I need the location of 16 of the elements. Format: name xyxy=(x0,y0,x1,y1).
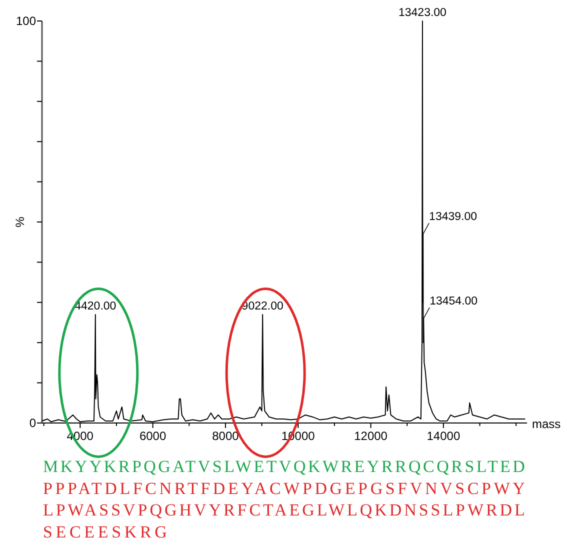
annotation: 4420.00 xyxy=(74,300,116,312)
y-tick-label: 0 xyxy=(29,416,36,430)
x-tick-label: 8000 xyxy=(212,429,240,443)
annotation: 13423.00 xyxy=(398,7,446,19)
text: MKYYKRPQGATVSLWETVQKWREYRRQCQRSLTED xyxy=(43,457,525,476)
x-tick-label: 12000 xyxy=(354,429,388,443)
annotation: 13439.00 xyxy=(429,211,478,224)
text: SECEESKRG xyxy=(43,522,167,542)
y-tick-label: 100 xyxy=(16,14,36,28)
y-axis-title: % xyxy=(13,216,27,228)
x-tick-label: 14000 xyxy=(426,429,460,443)
annotation: 13454.00 xyxy=(430,295,478,308)
x-axis-title: mass xyxy=(532,417,561,431)
x-tick-label: 6000 xyxy=(139,429,166,443)
text: LPWASSVPQGHVYRFCTAEGLWLQKDNSSLPWRDL xyxy=(43,500,525,520)
text: PPPATDLFCNRTFDEYACWPDGEPGSFVNVSCPWY xyxy=(43,478,525,498)
